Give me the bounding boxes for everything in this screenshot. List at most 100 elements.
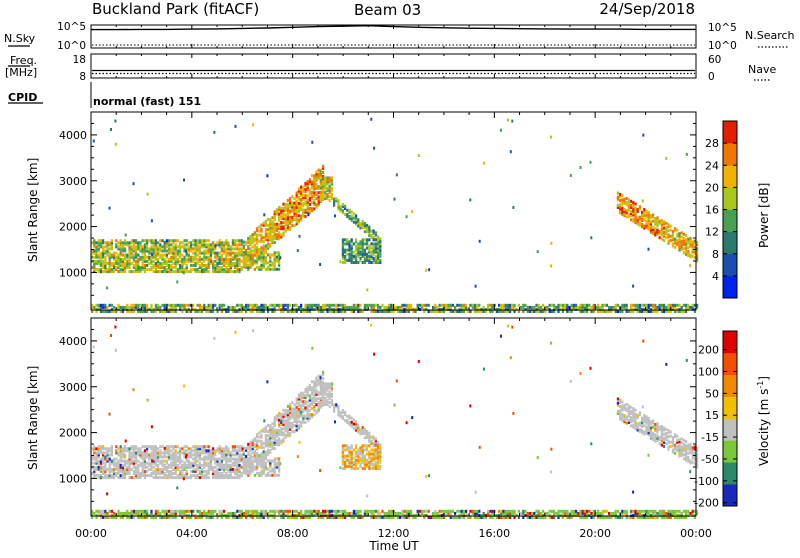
power-data-cell xyxy=(267,243,269,246)
velocity-data-cell xyxy=(344,510,346,513)
velocity-data-cell xyxy=(318,397,320,400)
velocity-data-cell xyxy=(249,453,251,456)
power-data-cell xyxy=(348,215,350,218)
power-y-tick-label: 2000 xyxy=(59,221,87,234)
velocity-data-cell xyxy=(161,456,163,459)
velocity-data-cell xyxy=(285,419,287,422)
velocity-data-cell xyxy=(258,431,260,434)
power-data-cell xyxy=(278,223,280,226)
power-data-cell xyxy=(260,304,262,307)
velocity-data-cell xyxy=(197,460,199,463)
power-data-cell xyxy=(170,243,172,246)
power-data-cell xyxy=(221,266,223,269)
velocity-data-cell xyxy=(157,451,159,454)
power-data-cell xyxy=(472,304,474,307)
power-data-cell xyxy=(685,234,687,237)
power-data-cell xyxy=(296,191,298,194)
power-data-cell xyxy=(197,304,199,307)
power-data-cell xyxy=(135,304,137,307)
power-data-cell xyxy=(106,306,108,309)
velocity-data-cell xyxy=(309,409,311,412)
power-data-cell xyxy=(252,258,254,261)
power-data-cell xyxy=(689,237,691,240)
power-data-cell xyxy=(373,236,375,239)
velocity-data-cell xyxy=(102,451,104,454)
velocity-data-cell xyxy=(157,447,159,450)
velocity-data-cell xyxy=(221,472,223,475)
velocity-data-cell xyxy=(205,462,207,465)
velocity-data-cell xyxy=(106,474,108,477)
velocity-data-cell xyxy=(254,450,256,453)
power-data-cell xyxy=(304,304,306,307)
power-data-cell xyxy=(353,213,355,216)
power-data-cell xyxy=(236,252,238,255)
station-title: Buckland Park (fitACF) xyxy=(92,0,259,18)
power-data-cell xyxy=(256,233,258,236)
power-data-cell xyxy=(252,253,254,256)
velocity-data-cell xyxy=(304,421,306,424)
power-data-cell xyxy=(93,306,95,309)
power-data-cell xyxy=(366,304,368,307)
power-data-cell xyxy=(384,306,386,309)
power-data-cell xyxy=(194,268,196,271)
power-colorbar-segment xyxy=(723,276,737,298)
velocity-data-cell xyxy=(194,468,196,471)
power-data-cell xyxy=(667,240,669,243)
power-data-cell xyxy=(304,182,306,185)
power-data-cell xyxy=(208,239,210,242)
power-data-cell xyxy=(159,239,161,242)
power-data-cell xyxy=(509,304,511,307)
power-data-cell xyxy=(577,306,579,309)
velocity-data-cell xyxy=(139,447,141,450)
velocity-data-cell xyxy=(258,472,260,475)
power-data-cell xyxy=(375,255,377,258)
velocity-data-cell xyxy=(346,415,348,418)
velocity-data-cell xyxy=(225,445,227,448)
velocity-data-cell xyxy=(219,458,221,461)
velocity-data-cell xyxy=(236,510,238,513)
velocity-data-cell xyxy=(274,457,276,460)
power-data-cell xyxy=(243,251,245,254)
velocity-data-cell xyxy=(252,468,254,471)
velocity-data-cell xyxy=(199,510,201,513)
velocity-data-cell xyxy=(170,462,172,465)
power-data-cell xyxy=(535,304,537,307)
power-data-cell xyxy=(632,304,634,307)
power-data-cell xyxy=(648,248,650,251)
velocity-data-cell xyxy=(377,510,379,513)
power-data-cell xyxy=(150,239,152,242)
power-data-cell xyxy=(318,191,320,194)
power-data-cell xyxy=(298,188,300,191)
power-data-cell xyxy=(683,304,685,307)
power-data-cell xyxy=(364,242,366,245)
power-data-cell xyxy=(181,254,183,257)
velocity-data-cell xyxy=(241,466,243,469)
power-data-cell xyxy=(243,245,245,248)
velocity-data-cell xyxy=(122,464,124,467)
velocity-data-cell xyxy=(188,510,190,513)
power-data-cell xyxy=(221,304,223,307)
velocity-data-cell xyxy=(265,451,267,454)
velocity-data-cell xyxy=(249,462,251,465)
power-data-cell xyxy=(238,258,240,261)
velocity-data-cell xyxy=(320,379,322,382)
power-data-cell xyxy=(271,220,273,223)
power-data-cell xyxy=(271,216,273,219)
power-data-cell xyxy=(245,256,247,259)
velocity-data-cell xyxy=(214,458,216,461)
power-data-cell xyxy=(483,306,485,309)
velocity-data-cell xyxy=(168,470,170,473)
power-data-cell xyxy=(181,241,183,244)
power-data-cell xyxy=(219,252,221,255)
cpid-panel: CPID normal (fast) 151 xyxy=(8,82,201,108)
power-data-cell xyxy=(564,304,566,307)
power-data-cell xyxy=(102,239,104,242)
power-data-cell xyxy=(447,304,449,307)
velocity-data-cell xyxy=(355,444,357,447)
velocity-data-cell xyxy=(267,472,269,475)
velocity-data-cell xyxy=(311,510,313,513)
power-data-cell xyxy=(276,233,278,236)
velocity-data-cell xyxy=(135,466,137,469)
power-data-cell xyxy=(188,270,190,273)
velocity-data-cell xyxy=(307,510,309,513)
